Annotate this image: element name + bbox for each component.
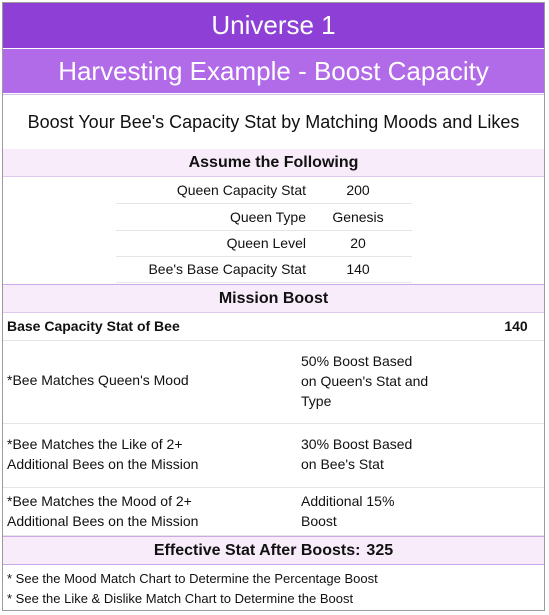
effective-stat-value: 325 [366, 542, 393, 560]
intro-text: Boost Your Bee's Capacity Stat by Matchi… [3, 94, 544, 150]
base-capacity-label: Base Capacity Stat of Bee [7, 318, 180, 334]
assume-row-queen-level: Queen Level 20 [116, 230, 412, 257]
assume-label: Queen Type [230, 209, 306, 225]
mission-row-label: *Bee Matches Queen's Mood [7, 370, 189, 390]
mission-row-description: Additional 15% Boost [301, 491, 431, 531]
assume-value: 20 [330, 235, 386, 251]
assume-row-queen-capacity: Queen Capacity Stat 200 [116, 177, 412, 204]
mission-boost-heading-text: Mission Boost [219, 290, 328, 308]
footnotes: * See the Mood Match Chart to Determine … [7, 569, 378, 609]
effective-stat-label: Effective Stat After Boosts: [154, 542, 361, 560]
mission-boost-heading: Mission Boost [3, 284, 544, 313]
mission-row-description: 30% Boost Based on Bee's Stat [301, 434, 431, 474]
mission-row-bee-like: *Bee Matches the Like of 2+ Additional B… [3, 424, 544, 488]
mission-row-description: 50% Boost Based on Queen's Stat and Type [301, 351, 431, 411]
mission-row-label: *Bee Matches the Like of 2+ Additional B… [7, 434, 247, 474]
base-capacity-row: Base Capacity Stat of Bee 140 [3, 312, 544, 341]
assume-heading: Assume the Following [3, 149, 544, 177]
effective-stat-row: Effective Stat After Boosts: 325 [3, 536, 544, 565]
harvesting-example-card: Universe 1 Harvesting Example - Boost Ca… [2, 2, 545, 611]
assume-label: Bee's Base Capacity Stat [148, 261, 306, 277]
universe-title: Universe 1 [3, 3, 544, 49]
assume-row-queen-type: Queen Type Genesis [116, 204, 412, 231]
example-title-text: Harvesting Example - Boost Capacity [58, 56, 489, 87]
assume-row-bee-base-capacity: Bee's Base Capacity Stat 140 [116, 256, 412, 283]
assume-value: Genesis [330, 209, 386, 225]
assume-value: 200 [330, 182, 386, 198]
footnote-mood-chart: * See the Mood Match Chart to Determine … [7, 569, 378, 589]
mission-row-queen-mood: *Bee Matches Queen's Mood 50% Boost Base… [3, 341, 544, 424]
intro-text-label: Boost Your Bee's Capacity Stat by Matchi… [28, 112, 520, 133]
footnote-like-chart: * See the Like & Dislike Match Chart to … [7, 589, 378, 609]
base-capacity-value: 140 [491, 318, 541, 334]
universe-title-text: Universe 1 [211, 10, 335, 41]
mission-row-bee-mood: *Bee Matches the Mood of 2+ Additional B… [3, 488, 544, 536]
assume-value: 140 [330, 261, 386, 277]
assume-label: Queen Capacity Stat [177, 182, 306, 198]
assume-heading-text: Assume the Following [189, 154, 359, 172]
mission-row-label: *Bee Matches the Mood of 2+ Additional B… [7, 491, 247, 531]
example-title: Harvesting Example - Boost Capacity [3, 49, 544, 93]
assume-label: Queen Level [227, 235, 306, 251]
